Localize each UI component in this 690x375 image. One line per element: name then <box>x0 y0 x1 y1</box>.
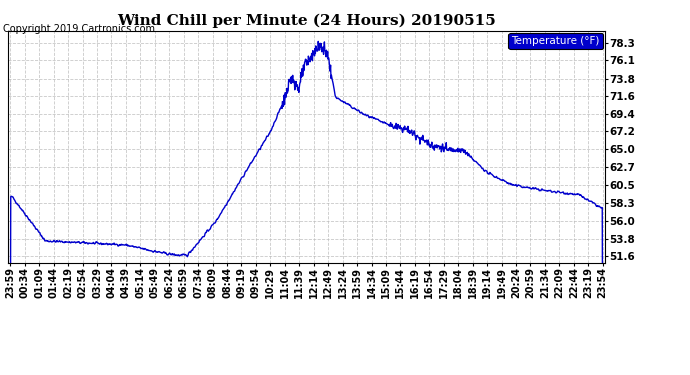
Legend: Temperature (°F): Temperature (°F) <box>509 33 603 49</box>
Text: Copyright 2019 Cartronics.com: Copyright 2019 Cartronics.com <box>3 24 155 34</box>
Title: Wind Chill per Minute (24 Hours) 20190515: Wind Chill per Minute (24 Hours) 2019051… <box>117 14 496 28</box>
